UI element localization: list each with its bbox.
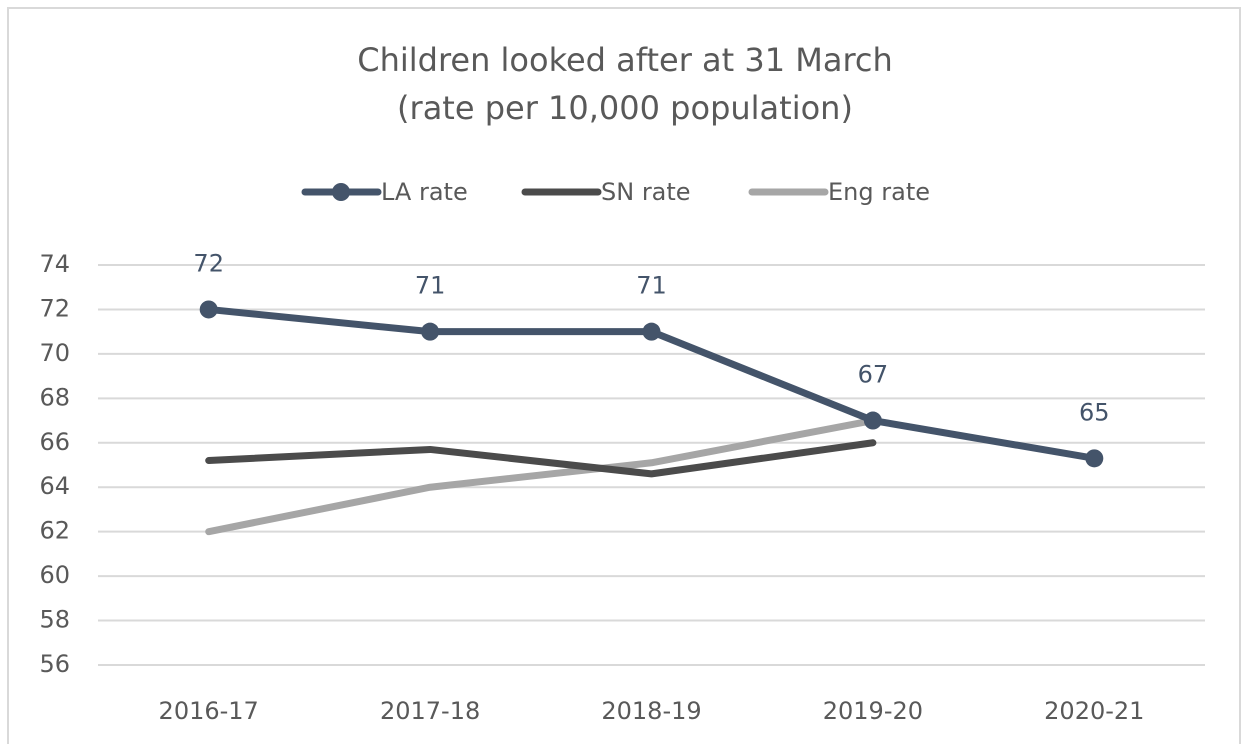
y-tick-label: 60 bbox=[39, 561, 70, 589]
data-label: 65 bbox=[1079, 398, 1110, 426]
y-tick-label: 70 bbox=[39, 339, 70, 367]
x-tick-label: 2016-17 bbox=[159, 697, 259, 725]
legend-label: Eng rate bbox=[828, 178, 930, 206]
chart-subtitle: (rate per 10,000 population) bbox=[397, 89, 853, 127]
y-tick-label: 62 bbox=[39, 517, 70, 545]
data-label: 71 bbox=[415, 272, 446, 300]
y-tick-label: 72 bbox=[39, 294, 70, 322]
y-tick-label: 58 bbox=[39, 606, 70, 634]
chart-title: Children looked after at 31 March bbox=[357, 41, 893, 79]
series-line bbox=[205, 417, 877, 536]
data-point bbox=[642, 322, 661, 341]
y-tick-label: 64 bbox=[39, 472, 70, 500]
x-tick-label: 2017-18 bbox=[380, 697, 480, 725]
data-label: 67 bbox=[858, 361, 889, 389]
data-point bbox=[199, 300, 218, 319]
y-tick-label: 66 bbox=[39, 428, 70, 456]
series-line bbox=[205, 439, 877, 478]
data-point bbox=[421, 322, 440, 341]
data-point bbox=[1085, 449, 1104, 468]
legend-label: LA rate bbox=[381, 178, 468, 206]
y-tick-label: 68 bbox=[39, 383, 70, 411]
legend-marker bbox=[332, 183, 350, 201]
data-point bbox=[863, 411, 882, 430]
x-tick-label: 2019-20 bbox=[823, 697, 923, 725]
data-label: 71 bbox=[636, 272, 667, 300]
y-tick-label: 74 bbox=[39, 250, 70, 278]
legend-label: SN rate bbox=[601, 178, 691, 206]
x-tick-label: 2018-19 bbox=[601, 697, 701, 725]
x-tick-label: 2020-21 bbox=[1044, 697, 1144, 725]
data-label: 72 bbox=[193, 249, 224, 277]
y-tick-label: 56 bbox=[39, 650, 70, 678]
